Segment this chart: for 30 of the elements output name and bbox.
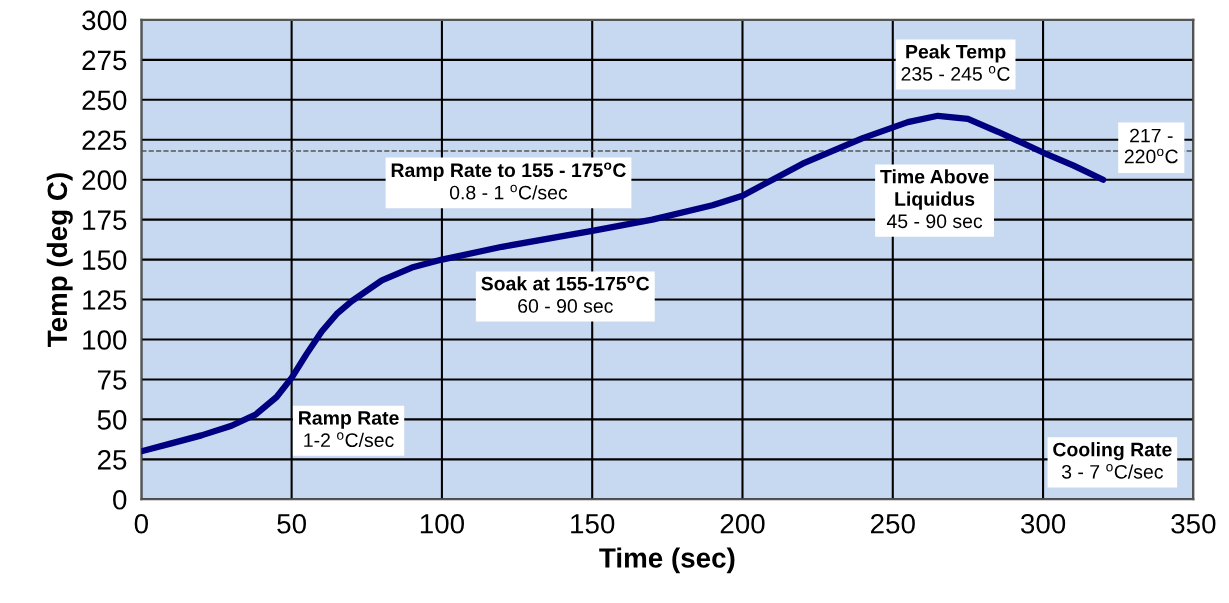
x-tick-label: 0 xyxy=(134,513,148,534)
y-tick-label: 25 xyxy=(97,450,127,470)
y-axis-title: Temp (deg C) xyxy=(46,173,73,347)
x-tick-label: 300 xyxy=(1020,513,1066,534)
y-tick-label: 75 xyxy=(97,370,127,390)
text: Soak at 155-175$^{o}$C 60 - 90 sec xyxy=(481,275,650,313)
y-tick-label: 275 xyxy=(82,50,127,71)
y-tick-label: 300 xyxy=(82,10,127,31)
x-axis-title: Time (sec) xyxy=(599,547,735,574)
y-tick-label: 225 xyxy=(82,130,127,151)
y-tick-label: 150 xyxy=(83,250,127,270)
x-tick-label: 50 xyxy=(277,513,306,534)
x-tick-label: 200 xyxy=(720,513,765,534)
x-tick-label: 150 xyxy=(571,513,615,534)
ref-line-label: 217 - 220$^{o}$C xyxy=(1124,128,1178,164)
text: Ramp Rate to 155 - 175$^{o}$C 0.8 - 1 $^{o}$C/sec xyxy=(391,162,626,200)
annotation: Ramp Rate 1-2 $^{o}$C/sec xyxy=(299,411,399,448)
annotation: Time Above Liquidus 45 - 90 sec xyxy=(880,169,989,229)
y-tick-label: 200 xyxy=(82,170,127,191)
x-tick-label: 250 xyxy=(871,513,915,534)
y-tick-label: 250 xyxy=(82,90,127,111)
x-tick-label: 100 xyxy=(420,513,464,534)
y-tick-label: 0 xyxy=(113,489,127,510)
y-tick-label: 50 xyxy=(97,410,127,430)
y-tick-label: 125 xyxy=(83,290,127,310)
annotation: Cooling Rate 3 - 7 $^{o}$C/sec xyxy=(1053,442,1172,479)
y-tick-label: 100 xyxy=(83,330,127,350)
annotation: Peak Temp 235 - 245 $^{o}$C xyxy=(901,44,1010,81)
y-tick-label: 175 xyxy=(83,210,127,230)
x-tick-label: 350 xyxy=(1171,513,1216,534)
